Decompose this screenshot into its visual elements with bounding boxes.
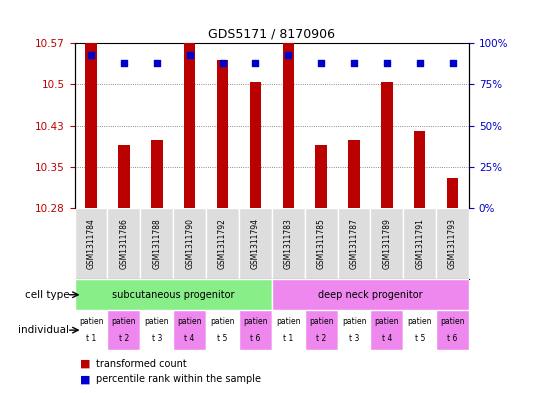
FancyBboxPatch shape	[173, 208, 206, 279]
Text: subcutaneous progenitor: subcutaneous progenitor	[112, 290, 235, 300]
Text: ■: ■	[80, 358, 91, 369]
Text: t 4: t 4	[184, 334, 195, 343]
Text: GSM1311793: GSM1311793	[448, 218, 457, 269]
Bar	[118, 145, 130, 208]
FancyBboxPatch shape	[403, 208, 436, 279]
Bar	[282, 43, 294, 208]
Text: GSM1311792: GSM1311792	[218, 218, 227, 269]
Text: cell type: cell type	[25, 290, 69, 300]
FancyBboxPatch shape	[436, 208, 469, 279]
Point	[350, 60, 358, 66]
FancyBboxPatch shape	[272, 310, 305, 350]
Point	[284, 51, 293, 58]
Point	[152, 60, 161, 66]
Text: t 2: t 2	[316, 334, 326, 343]
Text: patien: patien	[177, 317, 202, 326]
Text: transformed count: transformed count	[96, 358, 187, 369]
Text: GSM1311794: GSM1311794	[251, 218, 260, 269]
Text: GSM1311791: GSM1311791	[415, 218, 424, 269]
FancyBboxPatch shape	[436, 310, 469, 350]
FancyBboxPatch shape	[206, 208, 239, 279]
Bar	[348, 140, 360, 208]
Text: individual: individual	[18, 325, 69, 335]
FancyBboxPatch shape	[239, 208, 272, 279]
Text: patien: patien	[375, 317, 399, 326]
Text: GSM1311784: GSM1311784	[86, 218, 95, 269]
Text: t 5: t 5	[415, 334, 425, 343]
Text: patien: patien	[309, 317, 333, 326]
Text: t 1: t 1	[283, 334, 293, 343]
Point	[119, 60, 128, 66]
FancyBboxPatch shape	[75, 279, 272, 310]
Bar	[316, 145, 327, 208]
FancyBboxPatch shape	[140, 310, 173, 350]
Text: t 2: t 2	[119, 334, 129, 343]
FancyBboxPatch shape	[403, 310, 436, 350]
Bar	[447, 178, 458, 208]
FancyBboxPatch shape	[337, 208, 370, 279]
FancyBboxPatch shape	[75, 208, 108, 279]
Point	[185, 51, 194, 58]
Text: GSM1311787: GSM1311787	[350, 218, 359, 269]
Text: deep neck progenitor: deep neck progenitor	[318, 290, 423, 300]
FancyBboxPatch shape	[75, 310, 108, 350]
Text: patien: patien	[243, 317, 268, 326]
Text: patien: patien	[408, 317, 432, 326]
Text: patien: patien	[112, 317, 136, 326]
FancyBboxPatch shape	[337, 310, 370, 350]
Bar	[85, 43, 97, 208]
Text: GSM1311789: GSM1311789	[382, 218, 391, 269]
Text: t 5: t 5	[217, 334, 228, 343]
Text: patien: patien	[342, 317, 366, 326]
Point	[219, 60, 227, 66]
Title: GDS5171 / 8170906: GDS5171 / 8170906	[208, 28, 335, 40]
FancyBboxPatch shape	[272, 208, 305, 279]
Point	[317, 60, 325, 66]
FancyBboxPatch shape	[305, 208, 337, 279]
Point	[448, 60, 457, 66]
Text: GSM1311786: GSM1311786	[119, 218, 128, 269]
Bar	[217, 60, 228, 208]
Text: ■: ■	[80, 374, 91, 384]
Bar	[414, 131, 425, 208]
Text: GSM1311783: GSM1311783	[284, 218, 293, 269]
FancyBboxPatch shape	[370, 310, 403, 350]
Text: t 6: t 6	[447, 334, 458, 343]
Text: t 4: t 4	[382, 334, 392, 343]
Text: patien: patien	[79, 317, 103, 326]
Text: t 1: t 1	[86, 334, 96, 343]
Text: patien: patien	[276, 317, 301, 326]
FancyBboxPatch shape	[140, 208, 173, 279]
Text: t 3: t 3	[151, 334, 162, 343]
Text: patien: patien	[211, 317, 235, 326]
Point	[251, 60, 260, 66]
Text: GSM1311785: GSM1311785	[317, 218, 326, 269]
Text: t 3: t 3	[349, 334, 359, 343]
FancyBboxPatch shape	[206, 310, 239, 350]
Text: patien: patien	[144, 317, 169, 326]
Bar	[184, 43, 196, 208]
Bar	[381, 82, 393, 208]
FancyBboxPatch shape	[272, 279, 469, 310]
Point	[87, 51, 95, 58]
FancyBboxPatch shape	[108, 208, 140, 279]
Bar	[249, 82, 261, 208]
Text: t 6: t 6	[250, 334, 261, 343]
Bar	[151, 140, 163, 208]
FancyBboxPatch shape	[108, 310, 140, 350]
FancyBboxPatch shape	[370, 208, 403, 279]
FancyBboxPatch shape	[173, 310, 206, 350]
FancyBboxPatch shape	[305, 310, 337, 350]
FancyBboxPatch shape	[239, 310, 272, 350]
Text: patien: patien	[440, 317, 465, 326]
Point	[383, 60, 391, 66]
Text: percentile rank within the sample: percentile rank within the sample	[96, 374, 261, 384]
Text: GSM1311788: GSM1311788	[152, 218, 161, 269]
Point	[416, 60, 424, 66]
Text: GSM1311790: GSM1311790	[185, 218, 194, 269]
